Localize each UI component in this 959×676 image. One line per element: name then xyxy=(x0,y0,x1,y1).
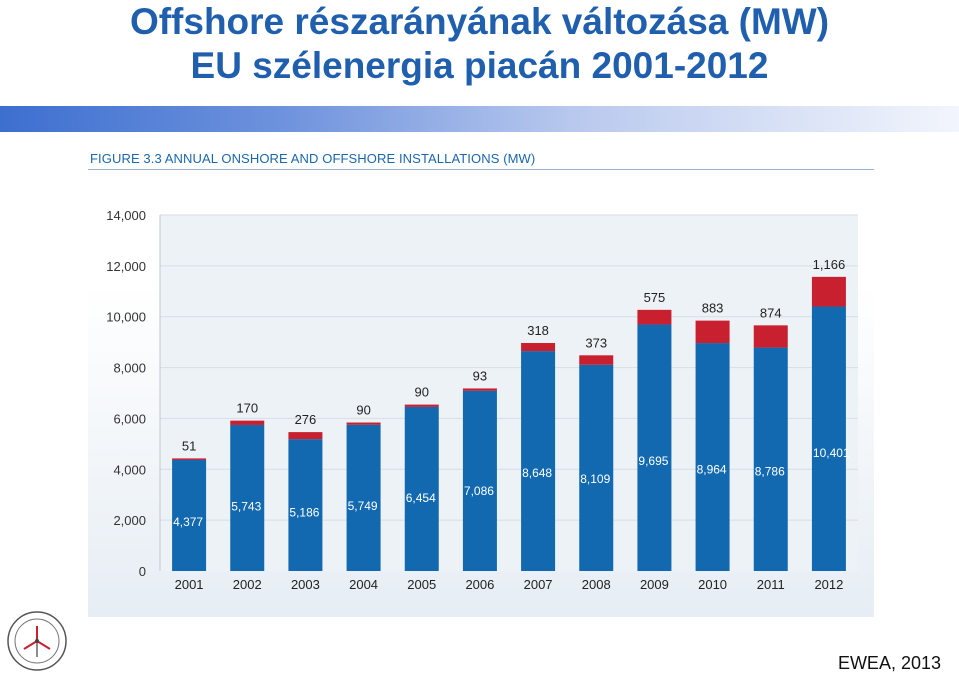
source-credit: EWEA, 2013 xyxy=(837,653,941,673)
offshore-value-label: 883 xyxy=(702,301,724,316)
onshore-value-label: 5,743 xyxy=(231,499,261,513)
bar-onshore xyxy=(288,439,323,571)
offshore-value-label: 874 xyxy=(760,305,782,320)
bar-onshore xyxy=(346,424,381,571)
bar-onshore xyxy=(521,351,556,571)
slide-title-line-2: EU szélenergia piacán 2001-2012 xyxy=(190,45,769,86)
y-tick-label: 2,000 xyxy=(113,513,146,528)
offshore-value-label: 90 xyxy=(356,403,370,418)
bar-offshore xyxy=(521,343,556,352)
bar-onshore xyxy=(811,306,846,571)
y-tick-label: 6,000 xyxy=(113,411,146,426)
x-tick-label: 2004 xyxy=(349,577,378,592)
onshore-value-label: 8,786 xyxy=(755,464,785,478)
bar-offshore xyxy=(346,422,381,425)
bar-offshore xyxy=(404,404,439,407)
offshore-value-label: 51 xyxy=(182,438,196,453)
bar-offshore xyxy=(695,320,730,344)
bar-offshore xyxy=(811,276,846,307)
x-tick-label: 2002 xyxy=(233,577,262,592)
axes: 0 2,000 4,000 6,000 8,000 10,000 12,000 14,000 2… xyxy=(106,208,843,592)
bar-onshore xyxy=(753,347,788,571)
x-tick-label: 2001 xyxy=(175,577,204,592)
bar-offshore xyxy=(637,309,672,325)
y-tick-label: 10,000 xyxy=(106,310,146,325)
y-tick-label: 12,000 xyxy=(106,259,146,274)
bar-offshore xyxy=(462,388,497,391)
bar-onshore xyxy=(172,459,207,571)
onshore-value-label: 4,377 xyxy=(173,515,203,529)
onshore-value-label: 5,186 xyxy=(289,506,319,520)
chart-figure: 51 4,377 170 5,743 276 5,186 90 5,749 90 6,454 93 7… xyxy=(88,145,874,617)
bar-onshore xyxy=(404,406,439,571)
title-gradient-bar xyxy=(0,106,959,132)
figure-caption: FIGURE 3.3 ANNUAL ONSHORE AND OFFSHORE I… xyxy=(90,151,536,166)
offshore-value-label: 318 xyxy=(527,323,549,338)
onshore-value-label: 8,109 xyxy=(580,472,610,486)
bar-offshore xyxy=(172,458,207,460)
offshore-value-label: 373 xyxy=(585,335,607,350)
offshore-value-label: 276 xyxy=(295,412,317,427)
y-tick-label: 0 xyxy=(139,564,146,579)
x-tick-label: 2011 xyxy=(757,577,785,592)
stacked-bar-chart: 51 4,377 170 5,743 276 5,186 90 5,749 90 6,454 93 7… xyxy=(88,175,874,617)
offshore-value-label: 93 xyxy=(473,368,487,383)
offshore-value-label: 90 xyxy=(415,385,429,400)
x-tick-label: 2009 xyxy=(640,577,669,592)
onshore-value-label: 6,454 xyxy=(406,491,436,505)
onshore-value-label: 9,695 xyxy=(638,454,668,468)
onshore-value-label: 8,964 xyxy=(697,462,727,476)
bar-offshore xyxy=(288,432,323,440)
x-tick-label: 2003 xyxy=(291,577,320,592)
slide-title-line-1: Offshore részarányának változása (MW) xyxy=(129,1,830,42)
offshore-value-label: 1,166 xyxy=(813,257,846,272)
bar-onshore xyxy=(230,424,265,571)
x-tick-label: 2006 xyxy=(465,577,494,592)
slide-title: Offshore részarányának változása (MW) EU… xyxy=(0,0,959,88)
plot-area xyxy=(160,215,858,571)
x-tick-label: 2012 xyxy=(814,577,843,592)
bar-onshore xyxy=(695,343,730,571)
grid xyxy=(160,214,858,571)
y-tick-label: 14,000 xyxy=(106,208,146,223)
bar-offshore xyxy=(230,420,265,425)
bars xyxy=(172,276,846,571)
x-tick-label: 2010 xyxy=(698,577,727,592)
bar-onshore xyxy=(462,390,497,571)
onshore-value-label: 10,401 xyxy=(813,446,850,460)
offshore-value-label: 575 xyxy=(644,290,666,305)
onshore-value-label: 7,086 xyxy=(464,484,494,498)
y-tick-label: 4,000 xyxy=(113,462,146,477)
bar-onshore xyxy=(637,324,672,571)
bar-onshore xyxy=(579,364,614,571)
x-tick-label: 2005 xyxy=(407,577,436,592)
bar-offshore xyxy=(753,325,788,348)
x-tick-label: 2008 xyxy=(582,577,611,592)
y-tick-label: 8,000 xyxy=(113,361,146,376)
bar-offshore xyxy=(579,355,614,365)
university-seal-logo xyxy=(7,611,67,671)
data-labels: 51 4,377 170 5,743 276 5,186 90 5,749 90 6,454 93 7… xyxy=(173,257,850,529)
onshore-value-label: 5,749 xyxy=(348,499,378,513)
offshore-value-label: 170 xyxy=(236,401,258,416)
x-tick-label: 2007 xyxy=(524,577,553,592)
caption-rule xyxy=(88,169,874,170)
onshore-value-label: 8,648 xyxy=(522,466,552,480)
